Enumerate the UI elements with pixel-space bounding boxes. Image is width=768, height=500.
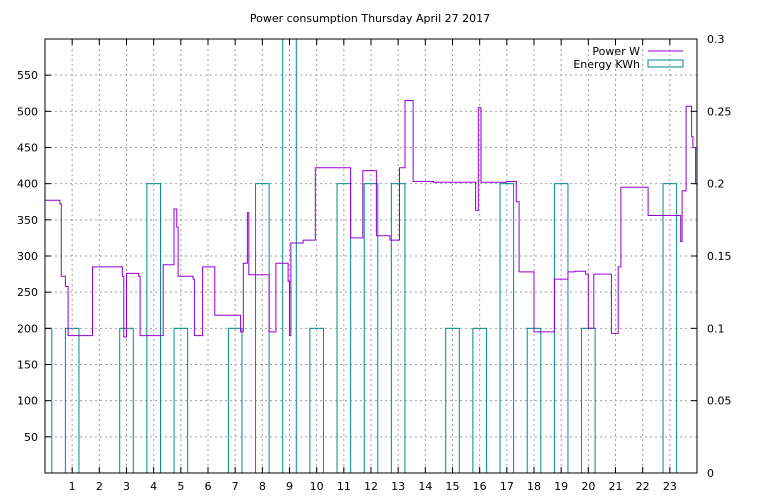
axis-ticks: 1 2 3 4 5 6 7 8 9 10 11 12 13 14 15 16 17 18 19 20 21 22 23501…	[17, 33, 732, 493]
x-tick-label: 6	[205, 480, 212, 493]
x-tick-label: 12	[364, 480, 378, 493]
x-tick-label: 14	[418, 480, 432, 493]
x-tick-label: 22	[636, 480, 650, 493]
y2-tick-label: 0.15	[707, 250, 732, 263]
x-tick-label: 21	[609, 480, 623, 493]
y-tick-label: 500	[17, 105, 38, 118]
y2-tick-label: 0	[707, 467, 714, 480]
legend-label-energy: Energy KWh	[573, 58, 640, 71]
legend-swatch-energy	[647, 59, 684, 68]
x-tick-label: 2	[96, 480, 103, 493]
chart-title: Power consumption Thursday April 27 2017	[250, 12, 490, 25]
y-tick-label: 350	[17, 214, 38, 227]
power-series-line	[45, 100, 697, 338]
x-tick-label: 3	[123, 480, 130, 493]
x-tick-label: 23	[663, 480, 677, 493]
legend-label-power: Power W	[592, 45, 640, 58]
y-tick-label: 200	[17, 322, 38, 335]
y2-tick-label: 0.3	[707, 33, 725, 46]
y-tick-label: 450	[17, 142, 38, 155]
x-tick-label: 1	[69, 480, 76, 493]
legend: Power W Energy KWh	[573, 45, 684, 71]
x-tick-label: 16	[473, 480, 487, 493]
y-tick-label: 250	[17, 286, 38, 299]
y-tick-label: 150	[17, 359, 38, 372]
x-tick-label: 4	[150, 480, 157, 493]
x-tick-label: 11	[337, 480, 351, 493]
y2-tick-label: 0.25	[707, 105, 732, 118]
y-tick-label: 550	[17, 69, 38, 82]
y-tick-label: 50	[24, 431, 38, 444]
y2-tick-label: 0.2	[707, 178, 725, 191]
y-tick-label: 100	[17, 395, 38, 408]
x-tick-label: 17	[500, 480, 514, 493]
x-tick-label: 13	[391, 480, 405, 493]
x-tick-label: 5	[177, 480, 184, 493]
x-tick-label: 8	[259, 480, 266, 493]
x-tick-label: 9	[286, 480, 293, 493]
grid	[45, 39, 697, 473]
y2-tick-label: 0.05	[707, 395, 732, 408]
x-tick-label: 10	[310, 480, 324, 493]
x-tick-label: 19	[554, 480, 568, 493]
x-tick-label: 7	[232, 480, 239, 493]
y2-tick-label: 0.1	[707, 322, 725, 335]
y-tick-label: 400	[17, 178, 38, 191]
x-tick-label: 20	[581, 480, 595, 493]
y-tick-label: 300	[17, 250, 38, 263]
x-tick-label: 15	[446, 480, 460, 493]
x-tick-label: 18	[527, 480, 541, 493]
